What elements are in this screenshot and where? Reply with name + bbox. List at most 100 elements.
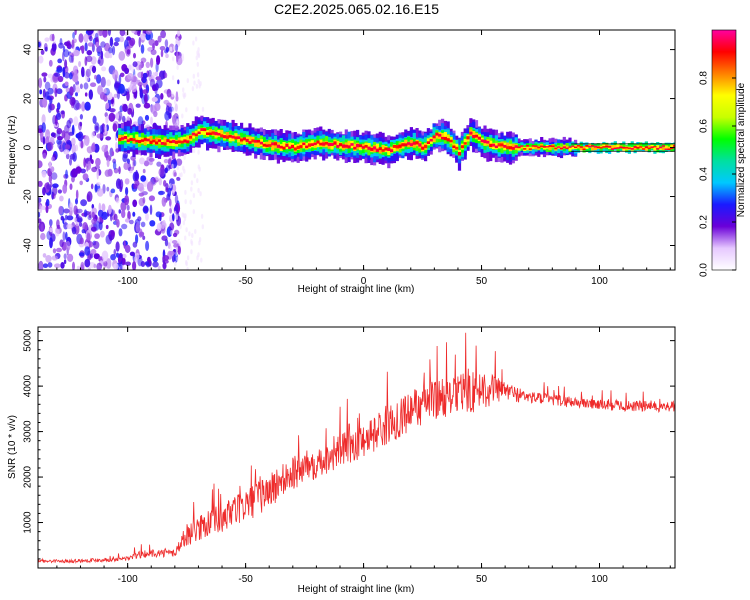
noise-cell [158, 190, 166, 195]
ridge-cell [455, 146, 459, 150]
noise-cell [115, 112, 119, 121]
noise-cell [127, 73, 134, 80]
noise-cell [156, 161, 162, 167]
noise-cell [68, 72, 73, 80]
noise-cell [65, 153, 70, 160]
noise-cell [144, 93, 148, 105]
noise-cell [174, 103, 178, 112]
ridge-cell [517, 147, 521, 151]
noise-cell [51, 172, 58, 180]
noise-cell [126, 36, 132, 41]
noise-cell [195, 55, 198, 61]
noise-cell [135, 169, 139, 180]
ridge-cell [542, 146, 547, 148]
ridge-cell [174, 140, 178, 144]
noise-cell [103, 93, 108, 102]
ridge-cell [324, 141, 329, 145]
noise-cell [73, 49, 80, 57]
noise-cell [176, 256, 179, 262]
noise-cell [124, 67, 130, 75]
noise-cell [83, 33, 89, 43]
noise-cell [127, 107, 133, 115]
y-tick-label: 3000 [23, 420, 34, 443]
noise-cell [176, 51, 179, 63]
ridge-cell [639, 146, 643, 150]
ridge-cell [627, 147, 631, 149]
noise-cell [96, 45, 103, 54]
ridge-cell [276, 144, 280, 148]
noise-cell [107, 168, 113, 177]
colorbar-label: Normalized spectral amplitude [736, 82, 747, 217]
noise-cell [148, 69, 152, 77]
ridge-cell [647, 147, 651, 150]
noise-cell [177, 79, 180, 85]
noise-cell [100, 230, 105, 238]
ridge-cell [149, 140, 153, 144]
noise-cell [139, 88, 144, 99]
ridge-cell [489, 143, 493, 148]
noise-cell [38, 260, 44, 270]
ridge-cell [443, 136, 447, 141]
noise-cell [140, 175, 147, 182]
ridge-cell [350, 143, 354, 146]
ridge-cell [356, 144, 360, 148]
noise-cell [198, 166, 201, 172]
noise-cell [165, 46, 170, 53]
noise-cell [113, 263, 119, 270]
noise-cell [142, 72, 148, 79]
noise-cell [171, 240, 178, 244]
noise-cell [98, 221, 103, 231]
noise-cell [123, 240, 126, 249]
noise-cell [69, 153, 76, 160]
noise-cell [42, 97, 48, 108]
noise-cell [104, 112, 108, 118]
ridge-cell [588, 145, 592, 152]
noise-cell [57, 58, 63, 64]
ridge-cell [596, 144, 600, 154]
noise-cell [144, 114, 150, 121]
noise-cell [172, 189, 175, 195]
noise-cell [110, 230, 115, 237]
noise-cell [108, 112, 116, 122]
ridge-cell [262, 143, 266, 147]
ridge-cell [140, 139, 145, 142]
noise-cell [77, 131, 84, 142]
noise-cell [144, 261, 150, 266]
ridge-cell [271, 143, 275, 151]
ridge-cell [472, 131, 476, 139]
noise-cell [140, 44, 145, 54]
noise-cell [62, 231, 66, 242]
noise-cell [64, 59, 68, 69]
noise-cell [169, 222, 175, 231]
noise-cell [164, 238, 169, 247]
ridge-cell [123, 136, 128, 140]
y-tick-label: -40 [23, 238, 34, 253]
noise-cell [90, 82, 97, 87]
ridge-cell [364, 145, 368, 148]
noise-cell [137, 216, 142, 222]
ridge-cell [172, 139, 176, 143]
ridge-cell [231, 135, 235, 139]
noise-cell [196, 255, 199, 261]
ridge-cell [557, 146, 561, 148]
noise-cell [90, 183, 94, 190]
ridge-cell [259, 141, 263, 145]
noise-cell [52, 40, 57, 45]
ridge-cell [203, 128, 207, 132]
ridge-cell [497, 143, 501, 147]
ridge-cell [627, 143, 631, 150]
ridge-cell [463, 138, 467, 146]
noise-cell [195, 83, 199, 89]
ridge-cell [254, 140, 258, 143]
ridge-cell [582, 146, 586, 151]
noise-cell [129, 251, 135, 257]
ridge-cell [373, 146, 377, 150]
noise-cell [201, 106, 205, 112]
noise-cell [196, 106, 199, 112]
ridge-cell [288, 146, 292, 150]
noise-cell [190, 239, 193, 245]
noise-cell [42, 136, 46, 145]
ridge-cell [531, 145, 535, 150]
ridge-cell [588, 145, 592, 148]
ridge-cell [664, 145, 668, 150]
